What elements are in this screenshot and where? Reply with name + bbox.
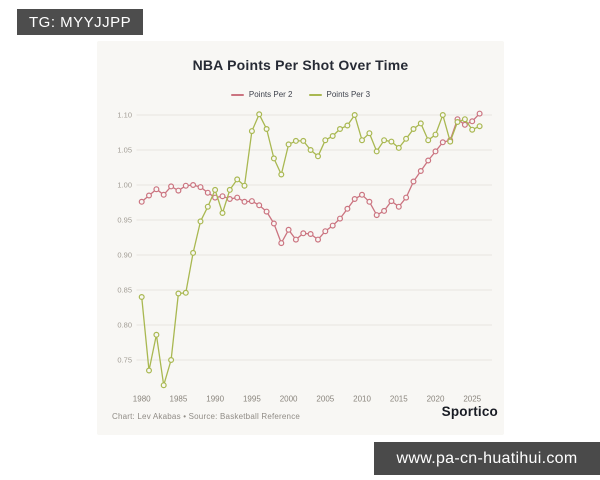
watermark-telegram-text: TG: MYYJJPP	[29, 13, 132, 31]
chart-legend: Points Per 2 Points Per 3	[97, 90, 504, 99]
chart-card: NBA Points Per Shot Over Time Points Per…	[97, 41, 504, 435]
sportico-logo: Sportico	[441, 404, 498, 419]
legend-label-points-per-3: Points Per 3	[326, 90, 371, 99]
watermark-url-text: www.pa-cn-huatihui.com	[396, 449, 578, 467]
watermark-url-badge: www.pa-cn-huatihui.com	[374, 442, 600, 475]
legend-item-points-per-3: Points Per 3	[308, 90, 371, 99]
chart-title: NBA Points Per Shot Over Time	[192, 57, 409, 73]
legend-label-points-per-2: Points Per 2	[248, 90, 293, 99]
watermark-telegram-badge: TG: MYYJJPP	[17, 9, 144, 35]
legend-swatch-points-per-2	[230, 93, 244, 96]
legend-swatch-points-per-3	[308, 93, 322, 96]
chart-credit: Chart: Lev Akabas • Source: Basketball R…	[112, 412, 301, 421]
legend-item-points-per-2: Points Per 2	[230, 90, 293, 99]
